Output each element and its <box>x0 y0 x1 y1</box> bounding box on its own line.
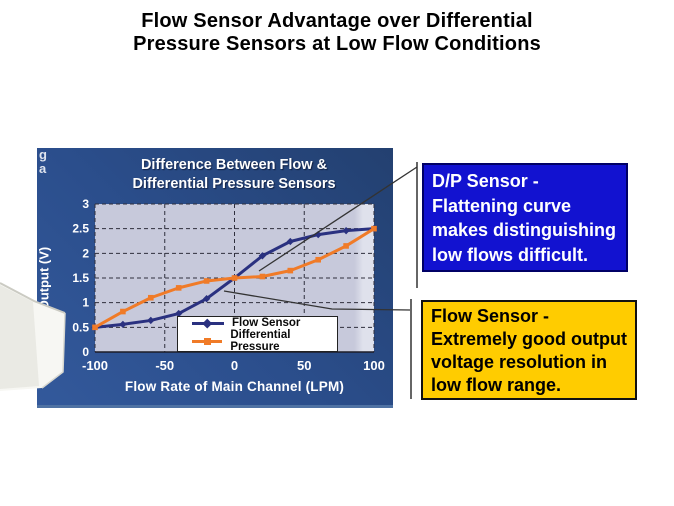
differential-pressure-marker <box>148 294 154 301</box>
x-axis-title: Flow Rate of Main Channel (LPM) <box>124 379 345 394</box>
y-tick-label: 2 <box>82 246 89 260</box>
x-tick-label: -100 <box>82 358 108 373</box>
dp-callout-line3: makes distinguishing <box>432 220 617 240</box>
legend-row-differential-pressure: Differential Pressure <box>192 329 337 353</box>
y-tick-label: 3 <box>82 197 89 211</box>
cropped-text-fragment: g a <box>39 148 47 176</box>
x-tick-label: 50 <box>297 358 311 373</box>
differential-pressure-legend-marker-icon <box>192 337 223 345</box>
differential-pressure-marker <box>175 285 182 291</box>
flow-sensor-marker <box>202 295 211 303</box>
y-tick-label: 1.5 <box>72 271 89 285</box>
y-tick-label: 0 <box>82 345 89 359</box>
dp-sensor-callout: D/P Sensor - Flattening curve makes dist… <box>422 163 628 272</box>
differential-pressure-marker <box>120 308 126 315</box>
flow-sensor-legend-marker-icon <box>192 321 224 325</box>
differential-pressure-marker <box>259 273 266 280</box>
white-box-inner-shade <box>0 285 39 389</box>
differential-pressure-marker <box>315 256 321 263</box>
differential-pressure-marker <box>343 243 349 249</box>
slide-title-line2: Pressure Sensors at Low Flow Conditions <box>133 33 541 55</box>
dp-callout-line4: low flows difficult. <box>432 244 588 265</box>
dp-callout-line2: Flattening curve <box>432 195 572 216</box>
legend-label-differential-pressure: Differential Pressure <box>230 329 291 353</box>
flow-callout-line2: Extremely good output <box>431 329 628 349</box>
differential-pressure-marker <box>371 225 377 232</box>
plot-canvas: 0 0.5 1 1.5 2 2.5 3 -100 -50 0 50 100 <box>72 197 385 373</box>
y-tick-label: 0.5 <box>72 320 89 334</box>
differential-pressure-marker <box>92 324 98 331</box>
legend-row-flow-sensor: Flow Sensor <box>192 317 337 329</box>
flow-callout-line3: voltage resolution in <box>431 352 608 372</box>
y-tick-label: 1 <box>82 296 89 310</box>
x-tick-label: -50 <box>155 358 174 373</box>
flow-callout-line4: low flow range. <box>431 375 562 395</box>
differential-pressure-marker <box>287 267 294 274</box>
cropped-text-fragment-bottom: a <box>39 161 47 176</box>
cropped-text-fragment-top: g <box>39 147 47 162</box>
x-tick-label: 0 <box>231 358 238 373</box>
differential-pressure-marker <box>203 278 210 284</box>
slide-title-line1: Flow Sensor Advantage over Differential <box>141 10 533 32</box>
differential-pressure-marker <box>231 275 238 281</box>
dp-callout-line1: D/P Sensor - <box>432 171 539 191</box>
slide-title: Flow Sensor Advantage over Differential … <box>0 10 674 56</box>
flow-callout-line1: Flow Sensor - <box>431 306 550 326</box>
y-axis-title: Output (V) <box>36 246 52 311</box>
flow-sensor-callout: Flow Sensor - Extremely good output volt… <box>421 300 637 400</box>
legend-label-flow-sensor: Flow Sensor <box>232 317 301 329</box>
x-tick-label: 100 <box>363 358 385 373</box>
chart-legend: Flow Sensor Differential Pressure <box>177 316 338 353</box>
y-tick-label: 2.5 <box>72 222 89 236</box>
chart-panel: g a Difference Between Flow & Differenti… <box>37 148 393 408</box>
